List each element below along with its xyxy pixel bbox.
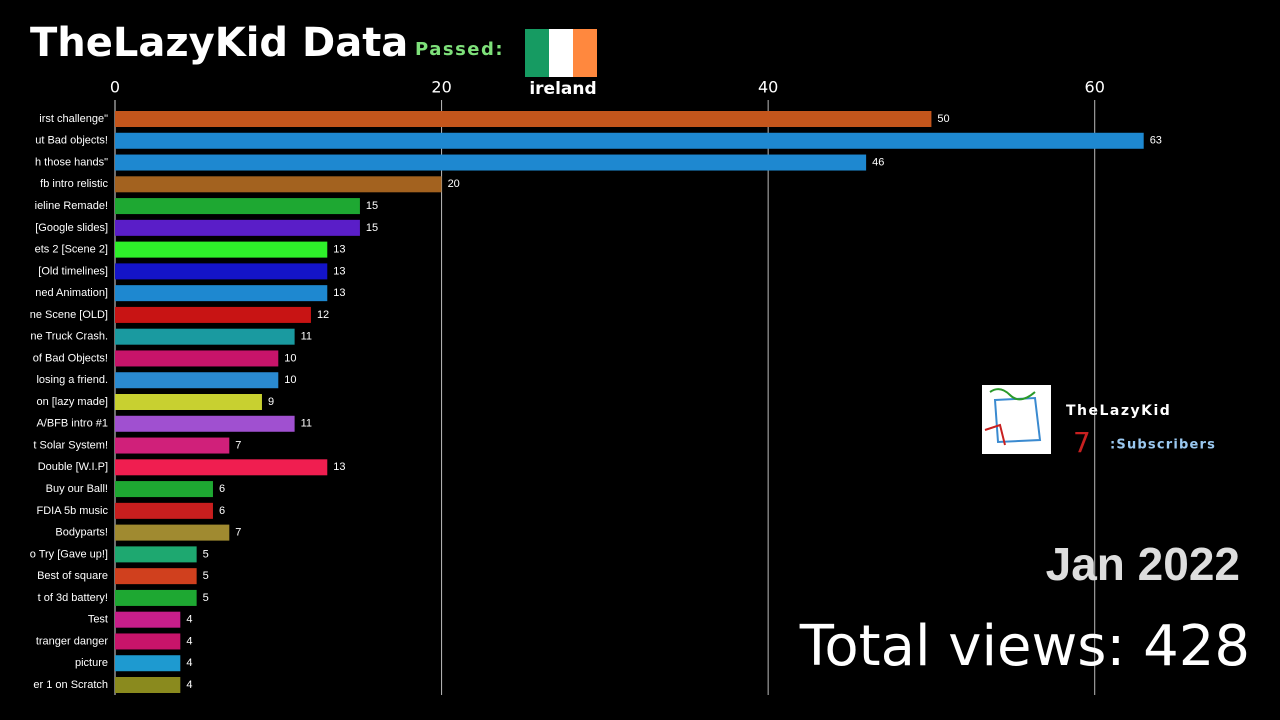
category-label: Best of square [37, 570, 108, 582]
category-label: losing a friend. [36, 374, 108, 386]
x-tick-label: 0 [110, 78, 120, 97]
bar [115, 176, 442, 193]
value-label: 63 [1150, 135, 1162, 147]
bar [115, 611, 181, 628]
date-label: Jan 2022 [1046, 538, 1240, 590]
value-label: 5 [203, 592, 209, 604]
category-label: ets 2 [Scene 2] [35, 244, 108, 256]
category-label: [Old timelines] [38, 265, 108, 277]
value-label: 10 [284, 352, 296, 364]
bar [115, 285, 328, 302]
bar [115, 589, 197, 606]
value-label: 12 [317, 309, 329, 321]
category-label: ned Animation] [35, 287, 108, 299]
value-label: 6 [219, 505, 225, 517]
bar [115, 568, 197, 585]
bar [115, 372, 279, 389]
bar [115, 546, 197, 563]
bar [115, 306, 311, 323]
x-tick-label: 20 [431, 78, 451, 97]
category-label: ne Truck Crash. [30, 331, 108, 343]
bar [115, 132, 1144, 149]
category-label: ne Scene [OLD] [30, 309, 108, 321]
bar [115, 111, 932, 127]
total-views: Total views: 428 [799, 614, 1250, 679]
category-label: ut Bad objects! [35, 135, 108, 147]
value-label: 5 [203, 570, 209, 582]
value-label: 6 [219, 483, 225, 495]
x-tick-label: 40 [758, 78, 778, 97]
category-label: fb intro relistic [40, 178, 108, 190]
value-label: 7 [235, 439, 241, 451]
bar [115, 677, 181, 693]
category-label: on [lazy made] [36, 396, 108, 408]
value-label: 4 [186, 614, 192, 626]
channel-name: TheLazyKid [1066, 403, 1171, 419]
value-label: 46 [872, 156, 884, 168]
value-label: 50 [937, 113, 949, 125]
value-label: 13 [333, 461, 345, 473]
value-label: 10 [284, 374, 296, 386]
bar [115, 655, 181, 672]
value-label: 4 [186, 657, 192, 669]
value-label: 15 [366, 222, 378, 234]
category-label: t Solar System! [33, 439, 108, 451]
category-label: h those hands" [35, 156, 108, 168]
category-label: ieline Remade! [35, 200, 108, 212]
passed-name: ireland [529, 79, 596, 99]
category-label: of Bad Objects! [33, 352, 108, 364]
value-label: 4 [186, 635, 192, 647]
category-label: Buy our Ball! [46, 483, 108, 495]
category-label: [Google slides] [35, 222, 108, 234]
value-label: 7 [235, 527, 241, 539]
flag [525, 29, 597, 77]
subscriber-label: :Subscribers [1110, 438, 1216, 453]
category-label: FDIA 5b music [36, 505, 108, 517]
category-label: irst challenge" [39, 113, 108, 125]
bar [115, 154, 867, 171]
chart-title: TheLazyKid Data [30, 20, 408, 66]
category-label: tranger danger [36, 635, 108, 647]
bar [115, 394, 262, 410]
bar [115, 459, 328, 476]
value-label: 11 [301, 331, 312, 343]
bar [115, 437, 230, 454]
value-label: 5 [203, 548, 209, 560]
category-label: picture [75, 657, 108, 669]
category-label: Double [W.I.P] [38, 461, 108, 473]
bar [115, 350, 279, 367]
bar [115, 502, 213, 519]
category-label: o Try [Gave up!] [30, 548, 108, 560]
channel-avatar [982, 385, 1051, 454]
category-label: Bodyparts! [55, 527, 108, 539]
category-label: A/BFB intro #1 [36, 418, 108, 430]
category-label: Test [88, 614, 108, 626]
value-label: 13 [333, 244, 345, 256]
bar [115, 219, 360, 236]
bar [115, 328, 295, 345]
value-label: 15 [366, 200, 378, 212]
value-label: 9 [268, 396, 274, 408]
bar [115, 263, 328, 280]
bar [115, 241, 328, 258]
bar [115, 633, 181, 650]
bar [115, 415, 295, 432]
bar [115, 481, 213, 498]
bar [115, 524, 230, 541]
x-tick-label: 60 [1085, 78, 1105, 97]
value-label: 13 [333, 265, 345, 277]
category-label: er 1 on Scratch [33, 679, 108, 691]
value-label: 4 [186, 679, 192, 691]
value-label: 13 [333, 287, 345, 299]
value-label: 11 [301, 418, 312, 430]
passed-label: Passed: [415, 39, 504, 60]
category-label: t of 3d battery! [38, 592, 108, 604]
subscriber-count: 7 [1073, 426, 1091, 459]
value-label: 20 [448, 178, 460, 190]
bar [115, 198, 360, 215]
